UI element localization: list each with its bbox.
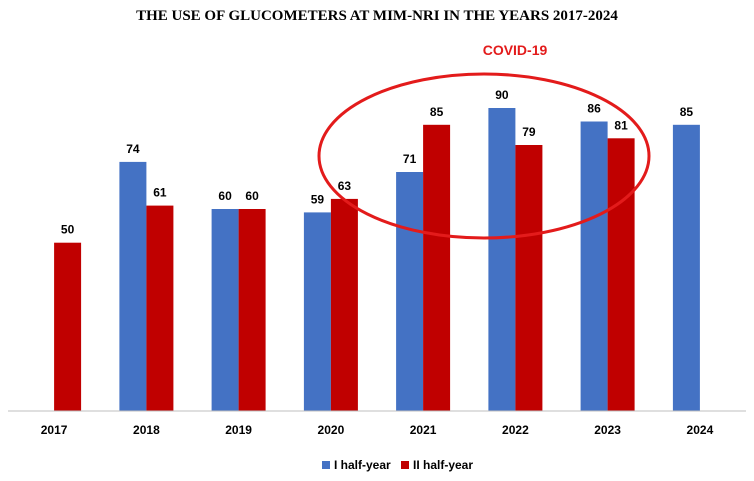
data-label-ii-half-year-2019: 60 bbox=[245, 189, 259, 203]
covid-annotation: COVID-19 bbox=[317, 42, 651, 240]
x-tick-2017: 2017 bbox=[41, 423, 68, 437]
bar-i-half-year-2019 bbox=[211, 209, 239, 411]
legend-swatch-i-half-year bbox=[322, 461, 330, 469]
bar-ii-half-year-2021 bbox=[423, 124, 451, 412]
data-label-ii-half-year-2021: 85 bbox=[430, 105, 444, 119]
data-label-ii-half-year-2018: 61 bbox=[153, 186, 167, 200]
bar-ii-half-year-2017 bbox=[54, 242, 82, 411]
bar-ii-half-year-2023 bbox=[607, 138, 635, 412]
x-tick-2018: 2018 bbox=[133, 423, 160, 437]
data-label-i-half-year-2019: 60 bbox=[218, 189, 232, 203]
bar-ii-half-year-2019 bbox=[238, 209, 266, 411]
bar-i-half-year-2023 bbox=[580, 121, 608, 411]
x-tick-2019: 2019 bbox=[225, 423, 252, 437]
bar-ii-half-year-2022 bbox=[515, 145, 543, 411]
bar-i-half-year-2020 bbox=[303, 212, 331, 411]
data-label-ii-half-year-2017: 50 bbox=[61, 223, 75, 237]
data-label-i-half-year-2023: 86 bbox=[587, 102, 601, 116]
legend-label-ii-half-year: II half-year bbox=[413, 458, 473, 472]
data-label-i-half-year-2021: 71 bbox=[403, 152, 417, 166]
data-label-i-half-year-2020: 59 bbox=[311, 192, 325, 206]
legend: I half-year II half-year bbox=[322, 458, 473, 472]
data-label-i-half-year-2024: 85 bbox=[680, 105, 694, 119]
data-label-i-half-year-2018: 74 bbox=[126, 142, 140, 156]
bars-group bbox=[54, 108, 700, 412]
x-tick-labels: 2017 2018 2019 2020 2021 2022 2023 2024 bbox=[41, 423, 714, 437]
bar-i-half-year-2022 bbox=[488, 108, 516, 411]
covid-label: COVID-19 bbox=[483, 42, 548, 58]
data-labels-group: 50 74 61 60 60 59 63 71 85 90 79 86 81 85 bbox=[61, 88, 693, 237]
legend-label-i-half-year: I half-year bbox=[334, 458, 391, 472]
bar-ii-half-year-2018 bbox=[146, 205, 174, 411]
data-label-ii-half-year-2022: 79 bbox=[522, 125, 536, 139]
bar-i-half-year-2021 bbox=[396, 172, 424, 411]
data-label-i-half-year-2022: 90 bbox=[495, 88, 509, 102]
x-tick-2020: 2020 bbox=[318, 423, 345, 437]
data-label-ii-half-year-2020: 63 bbox=[338, 179, 352, 193]
data-label-ii-half-year-2023: 81 bbox=[614, 118, 628, 132]
x-tick-2021: 2021 bbox=[410, 423, 437, 437]
covid-ellipse bbox=[317, 72, 651, 240]
bar-i-half-year-2024 bbox=[672, 124, 700, 412]
chart-title: THE USE OF GLUCOMETERS AT MIM-NRI IN THE… bbox=[136, 8, 618, 24]
x-tick-2023: 2023 bbox=[594, 423, 621, 437]
legend-swatch-ii-half-year bbox=[401, 461, 409, 469]
bar-ii-half-year-2020 bbox=[330, 198, 358, 411]
x-tick-2022: 2022 bbox=[502, 423, 529, 437]
x-tick-2024: 2024 bbox=[687, 423, 714, 437]
bar-i-half-year-2018 bbox=[119, 161, 147, 411]
